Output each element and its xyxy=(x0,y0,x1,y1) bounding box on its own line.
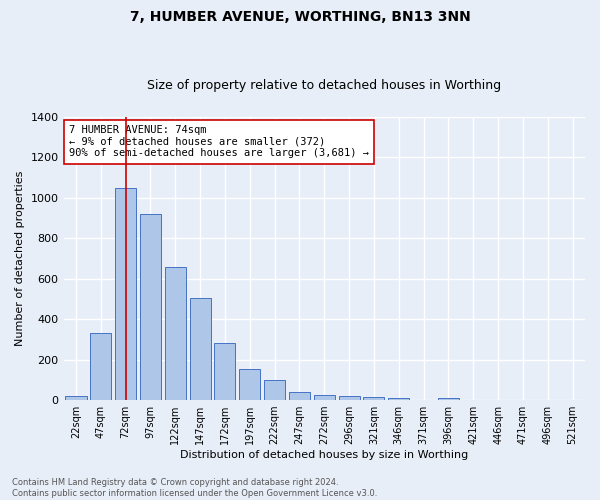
Bar xyxy=(314,395,335,400)
Bar xyxy=(165,266,186,400)
Bar xyxy=(115,188,136,400)
Bar xyxy=(388,398,409,400)
Bar xyxy=(364,397,385,400)
Bar xyxy=(338,396,359,400)
Bar xyxy=(90,334,112,400)
X-axis label: Distribution of detached houses by size in Worthing: Distribution of detached houses by size … xyxy=(180,450,469,460)
Bar xyxy=(65,396,86,400)
Title: Size of property relative to detached houses in Worthing: Size of property relative to detached ho… xyxy=(147,79,502,92)
Bar xyxy=(264,380,285,400)
Bar xyxy=(289,392,310,400)
Bar xyxy=(438,398,459,400)
Bar xyxy=(239,368,260,400)
Text: 7, HUMBER AVENUE, WORTHING, BN13 3NN: 7, HUMBER AVENUE, WORTHING, BN13 3NN xyxy=(130,10,470,24)
Y-axis label: Number of detached properties: Number of detached properties xyxy=(15,170,25,346)
Bar xyxy=(214,344,235,400)
Bar xyxy=(190,298,211,400)
Bar xyxy=(140,214,161,400)
Text: Contains HM Land Registry data © Crown copyright and database right 2024.
Contai: Contains HM Land Registry data © Crown c… xyxy=(12,478,377,498)
Text: 7 HUMBER AVENUE: 74sqm
← 9% of detached houses are smaller (372)
90% of semi-det: 7 HUMBER AVENUE: 74sqm ← 9% of detached … xyxy=(69,126,369,158)
